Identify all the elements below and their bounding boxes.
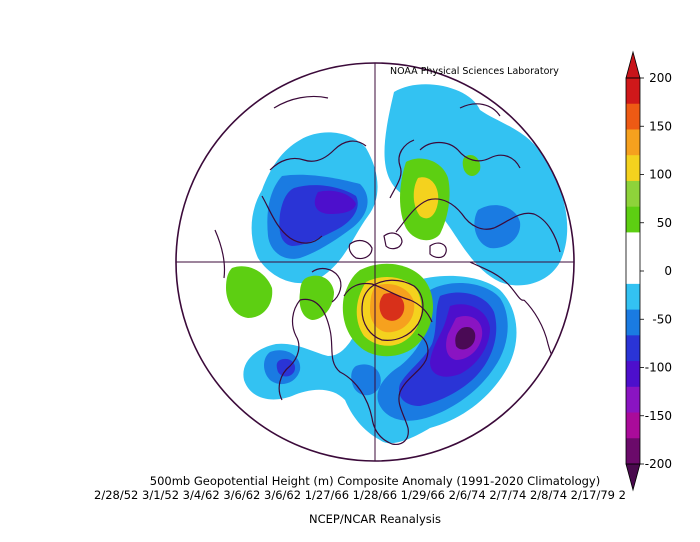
colorbar: 200 150 100 50 0 -50 -100 -150 -200 (625, 50, 672, 492)
colorbar-tick-label: 50 (657, 216, 672, 230)
anomaly-negative-core (314, 190, 356, 214)
colorbar-tick-label: 0 (664, 264, 672, 278)
colorbar-swatch (626, 180, 640, 208)
anomaly-positive-yellow (413, 177, 439, 219)
caption-dates: 2/28/52 3/1/52 3/4/62 3/6/62 3/6/62 1/27… (94, 488, 626, 502)
colorbar-swatch (626, 412, 640, 439)
colorbar-swatch (626, 258, 640, 285)
colorbar-swatch (626, 438, 640, 465)
anomaly-negative-core (455, 326, 476, 350)
colorbar-tick-label: -150 (645, 409, 672, 423)
caption-source: NCEP/NCAR Reanalysis (309, 512, 441, 526)
colorbar-tick-label: 200 (649, 71, 672, 85)
colorbar-swatch (626, 155, 640, 182)
colorbar-swatch (626, 361, 640, 388)
colorbar-tick-label: -200 (645, 457, 672, 471)
anomaly-negative-core (276, 358, 296, 377)
colorbar-tick-label: 100 (649, 168, 672, 182)
colorbar-tick-label: -50 (652, 312, 672, 326)
colorbar-swatch (626, 309, 640, 336)
colorbar-swatch (626, 335, 640, 362)
colorbar-swatch (626, 386, 640, 414)
colorbar-max-arrow (625, 50, 641, 79)
colorbar-swatch (626, 78, 640, 105)
map-boundary (175, 62, 575, 462)
anomaly-positive-light (226, 266, 273, 318)
colorbar-swatch (626, 283, 640, 311)
colorbar-swatch (626, 103, 640, 130)
graticule (176, 63, 574, 461)
colorbar-tick-label: 150 (649, 119, 672, 133)
credit-label: NOAA Physical Sciences Laboratory (390, 66, 559, 77)
anomaly-positive-red (379, 292, 405, 321)
colorbar-swatch (626, 129, 640, 156)
colorbar-swatch (626, 232, 640, 259)
colorbar-tick-label: -100 (645, 361, 672, 375)
caption-title: 500mb Geopotential Height (m) Composite … (149, 474, 601, 488)
colorbar-swatch (626, 206, 640, 233)
anomaly-field (226, 84, 568, 444)
anomaly-negative-light (384, 84, 568, 286)
coastlines (214, 95, 571, 445)
anomaly-positive-light (299, 275, 334, 320)
